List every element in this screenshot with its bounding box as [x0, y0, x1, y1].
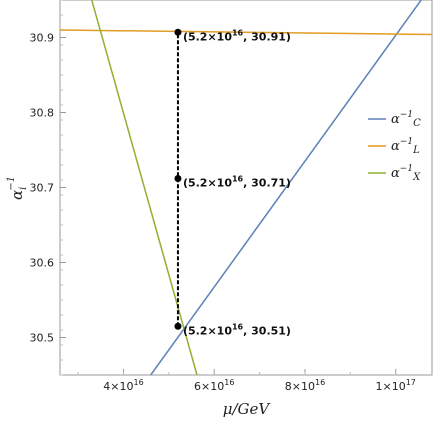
- y-tick-label: 30.9: [30, 32, 55, 45]
- axis-ticks: 30.5 30.6 30.7 30.8 30.9 4×1016 6×1016 8×1016 1×…: [30, 0, 416, 393]
- y-axis-label-base: α: [8, 190, 26, 200]
- point-label: (5.2×1016, 30.71): [183, 175, 291, 190]
- data-point: [174, 322, 182, 330]
- series-line-c: [150, 0, 423, 375]
- y-axis-label: αi−1: [6, 176, 29, 200]
- svg-text:αi−1: αi−1: [6, 176, 29, 200]
- data-point: [174, 28, 182, 36]
- y-tick-label: 30.7: [30, 182, 55, 195]
- x-tick-label: 8×1016: [285, 378, 325, 393]
- y-axis-label-sub: i: [18, 187, 29, 190]
- data-point: [174, 175, 182, 182]
- legend-label: α−1C: [391, 110, 421, 129]
- point-label: (5.2×1016, 30.91): [183, 28, 291, 43]
- x-axis-label: μ/GeV: [223, 400, 272, 418]
- x-tick-label: 6×1016: [194, 378, 234, 393]
- legend-label: α−1L: [391, 137, 420, 156]
- series-line-l: [60, 29, 433, 36]
- legend: α−1C α−1L α−1X: [368, 110, 421, 183]
- y-tick-label: 30.5: [30, 332, 55, 345]
- x-tick-label: 4×1016: [103, 378, 143, 393]
- series-layer: [60, 0, 433, 375]
- annotation-layer: (5.2×1016, 30.91) (5.2×1016, 30.71) (5.2×1…: [174, 28, 291, 337]
- legend-label: α−1X: [391, 164, 421, 183]
- y-tick-label: 30.8: [30, 107, 55, 120]
- series-line-x: [91, 0, 198, 375]
- y-tick-label: 30.6: [30, 257, 55, 270]
- y-axis-label-sup: −1: [6, 176, 17, 191]
- point-label: (5.2×1016, 30.51): [183, 322, 291, 337]
- x-tick-label: 1×1017: [376, 378, 416, 393]
